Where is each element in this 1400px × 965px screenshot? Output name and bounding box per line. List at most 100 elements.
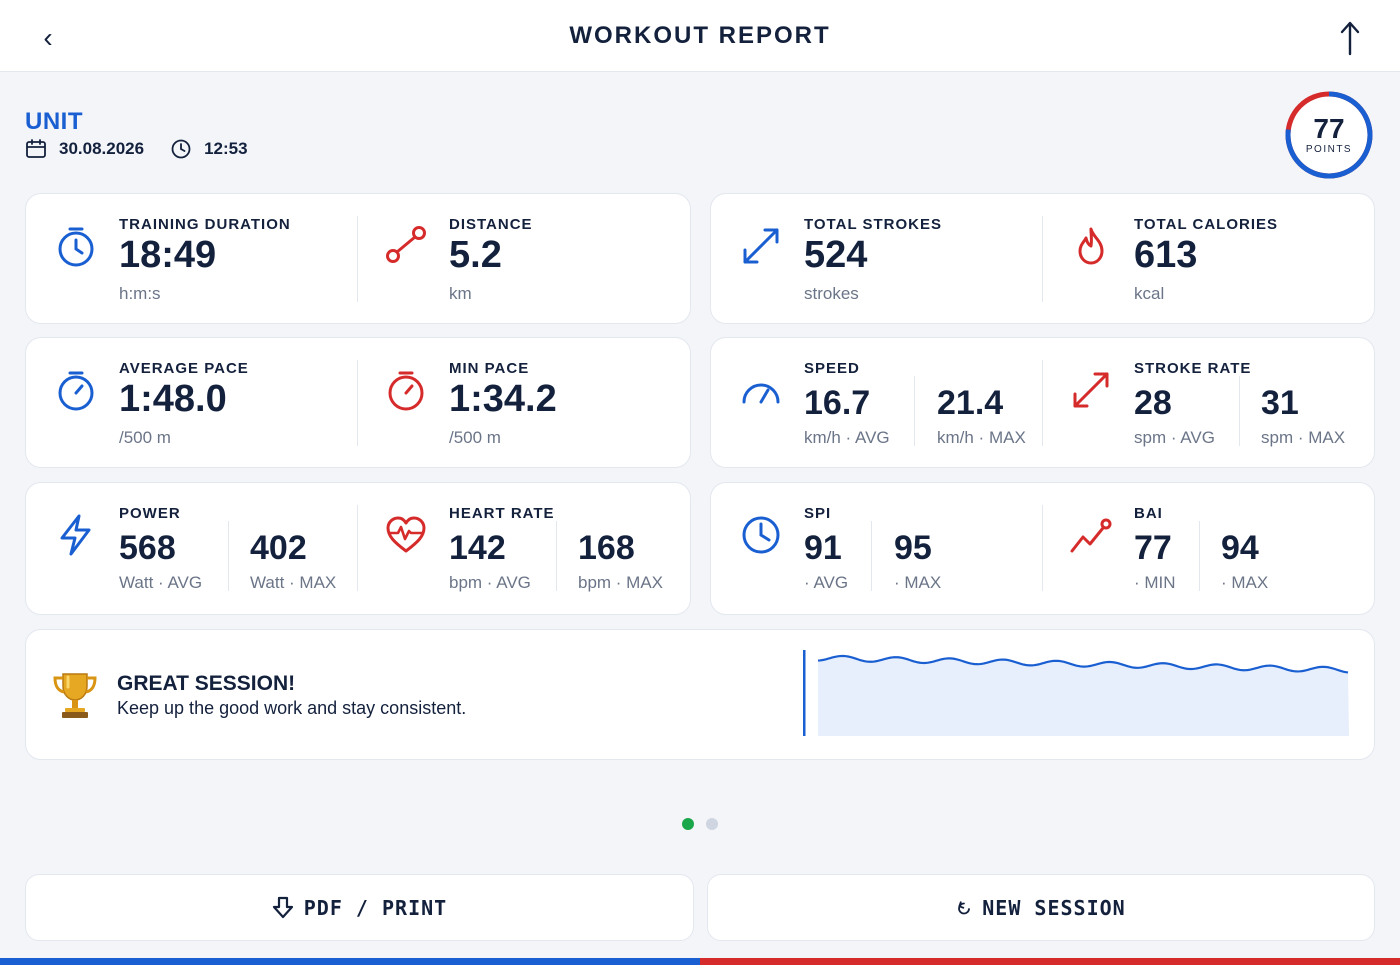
metric-unit-max: · MAX bbox=[894, 573, 942, 592]
metric-unit: strokes bbox=[804, 284, 859, 303]
metric-label: STROKE RATE bbox=[1134, 360, 1252, 377]
metric-min-pace: MIN PACE 1:34.2 /500 m bbox=[356, 338, 692, 467]
metric-unit: km bbox=[449, 284, 472, 303]
session-time: 12:53 bbox=[170, 138, 248, 160]
metric-spi: SPI 91 · AVG 95 · MAX bbox=[711, 483, 1041, 614]
card-spi-bai: SPI 91 · AVG 95 · MAX BAI 77 · MIN 94 · … bbox=[710, 482, 1375, 615]
trophy-icon bbox=[53, 673, 97, 718]
timer-icon bbox=[58, 371, 94, 411]
metric-value-avg: 91 bbox=[804, 529, 842, 567]
metric-label: HEART RATE bbox=[449, 505, 555, 522]
metric-unit-avg: spm · AVG bbox=[1134, 428, 1215, 447]
metric-unit-avg: · AVG bbox=[804, 573, 849, 592]
sub-divider bbox=[1239, 376, 1240, 446]
metric-stroke-rate: STROKE RATE 28 spm · AVG 31 spm · MAX bbox=[1041, 338, 1376, 467]
page-dot-2[interactable] bbox=[706, 818, 718, 830]
share-button[interactable] bbox=[1330, 18, 1370, 58]
metric-label: TOTAL CALORIES bbox=[1134, 216, 1279, 233]
summary-title: GREAT SESSION! bbox=[117, 672, 296, 695]
refresh-icon bbox=[958, 900, 971, 914]
metric-unit-max: km/h · MAX bbox=[937, 428, 1026, 447]
chevron-left-icon: ‹ bbox=[43, 22, 53, 53]
metric-label: DISTANCE bbox=[449, 216, 533, 233]
unit-name: UNIT bbox=[25, 108, 83, 135]
summary-subtitle: Keep up the good work and stay consisten… bbox=[117, 698, 467, 718]
card-divider bbox=[357, 216, 358, 302]
session-date: 30.08.2026 bbox=[25, 138, 144, 160]
metric-label: BAI bbox=[1134, 505, 1163, 522]
card-pace: AVERAGE PACE 1:48.0 /500 m MIN PACE 1:34… bbox=[25, 337, 691, 468]
new-session-label: NEW SESSION bbox=[982, 895, 1126, 920]
metric-unit-max: bpm · MAX bbox=[578, 573, 664, 592]
performance-wave-graphic bbox=[803, 650, 1349, 736]
metric-value: 1:34.2 bbox=[449, 378, 557, 420]
metric-unit: /500 m bbox=[449, 428, 501, 447]
card-power-heart-rate: POWER 568 Watt · AVG 402 Watt · MAX HEAR… bbox=[25, 482, 691, 615]
metric-value-min: 77 bbox=[1134, 529, 1172, 567]
metric-bai: BAI 77 · MIN 94 · MAX bbox=[1041, 483, 1376, 614]
pdf-print-button[interactable]: PDF / PRINT bbox=[25, 874, 694, 941]
metric-total-strokes: TOTAL STROKES 524 strokes bbox=[711, 194, 1041, 323]
download-icon bbox=[272, 896, 293, 918]
metric-label: SPEED bbox=[804, 360, 860, 377]
date-text: 30.08.2026 bbox=[59, 139, 145, 158]
metric-average-pace: AVERAGE PACE 1:48.0 /500 m bbox=[26, 338, 356, 467]
session-meta: 30.08.2026 12:53 bbox=[25, 138, 274, 160]
metric-unit-max: · MAX bbox=[1221, 573, 1269, 592]
pagination-dots bbox=[682, 818, 730, 830]
flame-icon bbox=[1078, 227, 1104, 265]
metric-unit: kcal bbox=[1134, 284, 1165, 303]
session-summary-card: GREAT SESSION! Keep up the good work and… bbox=[25, 629, 1375, 760]
metric-label: MIN PACE bbox=[449, 360, 530, 377]
card-divider bbox=[357, 505, 358, 591]
metric-speed: SPEED 16.7 km/h · AVG 21.4 km/h · MAX bbox=[711, 338, 1041, 467]
metric-value-avg: 16.7 bbox=[804, 384, 871, 422]
metric-unit-max: Watt · MAX bbox=[250, 573, 337, 592]
metric-value-avg: 142 bbox=[449, 529, 506, 567]
metric-value-max: 402 bbox=[250, 529, 307, 567]
metric-training-duration: TRAINING DURATION 18:49 h:m:s bbox=[26, 194, 356, 323]
metric-value-avg: 568 bbox=[119, 529, 176, 567]
sub-divider bbox=[556, 521, 557, 591]
metric-label: SPI bbox=[804, 505, 832, 522]
pdf-print-label: PDF / PRINT bbox=[303, 895, 448, 920]
metric-unit-avg: Watt · AVG bbox=[119, 573, 203, 592]
time-text: 12:53 bbox=[204, 139, 248, 158]
card-divider bbox=[1042, 216, 1043, 302]
metric-total-calories: TOTAL CALORIES 613 kcal bbox=[1041, 194, 1376, 323]
score-ring-graphic bbox=[1285, 91, 1373, 179]
metric-unit-min: · MIN bbox=[1134, 573, 1176, 592]
card-speed-stroke-rate: SPEED 16.7 km/h · AVG 21.4 km/h · MAX ST… bbox=[710, 337, 1375, 468]
metric-unit-avg: km/h · AVG bbox=[804, 428, 890, 447]
metric-value: 524 bbox=[804, 234, 868, 276]
accent-bar-blue bbox=[0, 958, 700, 965]
speedometer-icon bbox=[742, 383, 780, 404]
metric-value-max: 31 bbox=[1261, 384, 1299, 422]
metric-value-avg: 28 bbox=[1134, 384, 1172, 422]
arrow-up-icon bbox=[1340, 21, 1360, 56]
card-duration-distance: TRAINING DURATION 18:49 h:m:s DISTANCE 5… bbox=[25, 193, 691, 324]
metric-unit: /500 m bbox=[119, 428, 171, 447]
card-divider bbox=[1042, 505, 1043, 591]
accent-bar bbox=[0, 958, 1400, 965]
page-dot-1[interactable] bbox=[682, 818, 694, 830]
new-session-button[interactable]: NEW SESSION bbox=[707, 874, 1375, 941]
metric-label: TOTAL STROKES bbox=[804, 216, 943, 233]
metric-value-max: 168 bbox=[578, 529, 635, 567]
back-button[interactable]: ‹ bbox=[30, 20, 66, 56]
stopwatch-icon bbox=[58, 227, 94, 267]
wave-area bbox=[818, 655, 1349, 736]
timer-icon bbox=[388, 371, 424, 411]
trend-up-icon bbox=[1070, 518, 1112, 553]
metric-value: 613 bbox=[1134, 234, 1198, 276]
sub-divider bbox=[914, 376, 915, 446]
metric-power: POWER 568 Watt · AVG 402 Watt · MAX bbox=[26, 483, 356, 614]
clock-icon bbox=[742, 516, 780, 554]
top-bar: ‹ WORKOUT REPORT bbox=[0, 0, 1400, 72]
metric-unit-avg: bpm · AVG bbox=[449, 573, 531, 592]
calendar-icon bbox=[26, 139, 46, 158]
metric-label: AVERAGE PACE bbox=[119, 360, 249, 377]
metric-unit: h:m:s bbox=[119, 284, 161, 303]
wave-line bbox=[817, 654, 1349, 674]
diagonal-arrow-icon bbox=[743, 228, 779, 264]
